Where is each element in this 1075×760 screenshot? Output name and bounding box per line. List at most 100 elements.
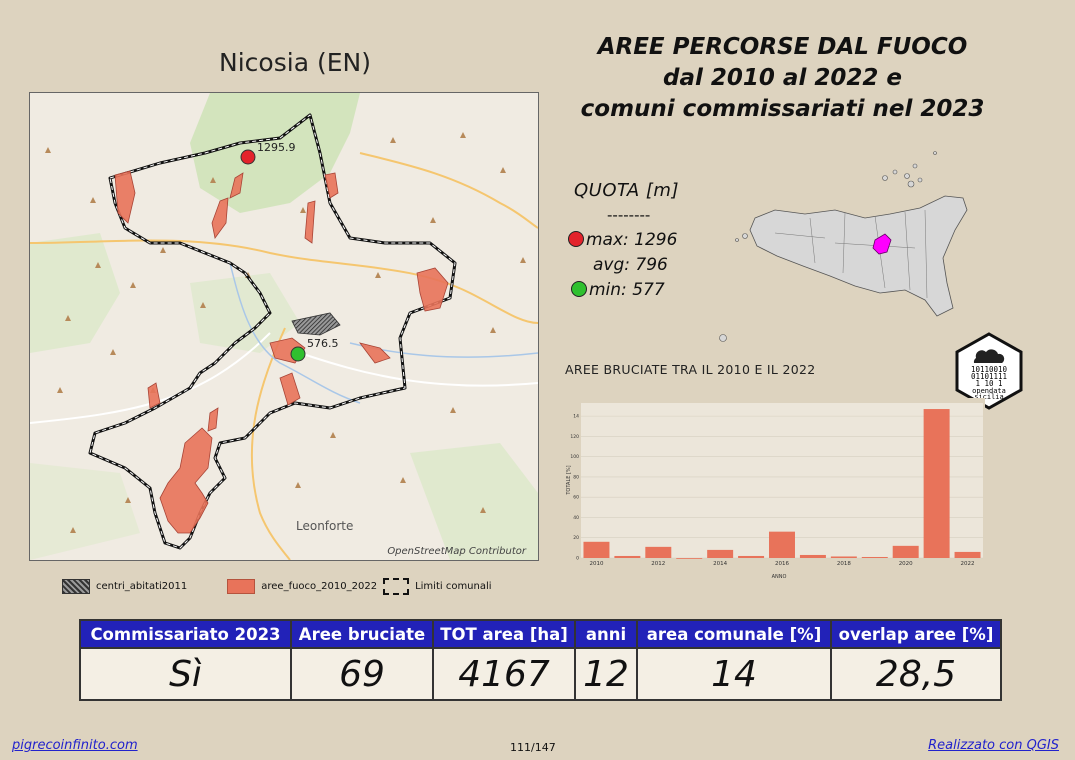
footer-qgis-link[interactable]: Realizzato con QGIS — [928, 738, 1059, 753]
chart-bar-2019 — [861, 556, 888, 558]
header-tot-area: TOT area [ha] — [432, 619, 576, 649]
road — [250, 327, 291, 560]
header-overlap-aree: overlap aree [%] — [830, 619, 1002, 649]
quota-max-row: max: 1296 — [568, 230, 677, 250]
chart-x-label: ANNO — [772, 574, 787, 580]
map-title: Nicosia (EN) — [219, 48, 371, 77]
chart-bar-2014 — [707, 549, 734, 558]
forest-area — [410, 443, 538, 560]
chart-y-tick-label: 80 — [573, 474, 579, 480]
legend-label-centri: centri_abitati2011 — [96, 581, 188, 592]
logo-line-4: opendata — [972, 387, 1006, 395]
chart-x-tick-label: 2012 — [651, 561, 665, 567]
page-number: 111/147 — [510, 741, 556, 754]
chart-bar-2015 — [738, 555, 765, 558]
chart-x-tick-label: 2020 — [899, 561, 913, 567]
fire-areas — [114, 170, 449, 534]
chart-y-tick-label: 0 — [576, 556, 579, 562]
logo-line-1: 10110010 — [971, 365, 1008, 374]
main-title-line-2: dal 2010 al 2022 e — [663, 65, 902, 91]
main-title: AREE PERCORSE DAL FUOCO dal 2010 al 2022… — [560, 32, 1005, 125]
logo-line-2: 01101111 — [971, 372, 1007, 381]
place-label: Leonforte — [296, 519, 353, 533]
chart-y-tick-label: 100 — [570, 454, 579, 460]
quota-title: QUOTA [m] — [574, 180, 679, 201]
chart-x-tick-label: 2010 — [589, 561, 603, 567]
chart-x-tick-label: 2014 — [713, 561, 727, 567]
chart-bar-2012 — [645, 546, 672, 558]
chart-bars — [583, 409, 981, 559]
chart-y-tick-label: 60 — [573, 495, 579, 501]
min-elevation-label: 576.5 — [307, 337, 339, 350]
sicily-island — [749, 195, 968, 317]
value-commissariato: Sì — [79, 647, 292, 701]
header-area-comunale: area comunale [%] — [636, 619, 832, 649]
logo-line-5: sicilia — [974, 393, 1004, 401]
chart-bar-2010 — [583, 541, 610, 558]
quota-min-row: min: 577 — [571, 280, 665, 300]
chart-bar-2020 — [892, 545, 919, 558]
chart-y-ticks: 0 20 40 60 80 100 120 14 — [570, 414, 579, 562]
max-dot-icon — [568, 231, 584, 247]
value-anni: 12 — [574, 647, 638, 701]
chart-y-tick-label: 120 — [570, 434, 579, 440]
footer-site-link[interactable]: pigrecoinfinito.com — [12, 738, 138, 753]
summary-header-row: Commissariato 2023 Aree bruciate TOT are… — [79, 619, 1002, 649]
legend-swatch-centri — [62, 579, 90, 594]
map-canvas: 1295.9 576.5 Leonforte — [30, 93, 538, 560]
header-anni: anni — [574, 619, 638, 649]
chart-bar-2018 — [830, 556, 857, 558]
map-legend: centri_abitati2011 aree_fuoco_2010_2022 … — [62, 578, 492, 595]
aeolian-islands — [719, 151, 937, 342]
chart-bar-2021 — [923, 409, 950, 558]
nicosia-highlight — [872, 233, 892, 255]
logo-line-3: 1 10 1 — [975, 379, 1002, 388]
summary-table: Commissariato 2023 Aree bruciate TOT are… — [79, 619, 1002, 701]
legend-label-limiti: Limiti comunali — [415, 581, 492, 592]
chart-bar-2017 — [799, 554, 826, 558]
road — [30, 332, 271, 424]
chart-y-label: TOTALE [%] — [566, 465, 572, 495]
chart-bar-2013 — [676, 558, 703, 559]
min-dot-icon — [571, 281, 587, 297]
chart-x-tick-label: 2016 — [775, 561, 789, 567]
value-area-comunale: 14 — [636, 647, 832, 701]
value-aree-bruciate: 69 — [290, 647, 434, 701]
chart-y-tick-label: 40 — [573, 515, 579, 521]
chart-title: AREE BRUCIATE TRA IL 2010 E IL 2022 — [565, 362, 816, 377]
header-commissariato: Commissariato 2023 — [79, 619, 292, 649]
chart-x-tick-label: 2022 — [961, 561, 975, 567]
chart-bar-2016 — [769, 531, 795, 558]
header-aree-bruciate: Aree bruciate — [290, 619, 434, 649]
main-title-line-1: AREE PERCORSE DAL FUOCO — [597, 34, 968, 60]
chart-y-tick-label: 14 — [573, 414, 579, 420]
forest-area — [190, 93, 360, 213]
chart-y-tick-label: 20 — [573, 535, 579, 541]
road — [359, 152, 538, 229]
quota-separator: -------- — [607, 206, 651, 224]
chart-bar-2011 — [614, 555, 641, 558]
value-tot-area: 4167 — [432, 647, 576, 701]
main-title-line-3: comuni commissariati nel 2023 — [580, 96, 985, 122]
chart-bar-2022 — [954, 551, 981, 558]
max-elevation-marker[interactable] — [240, 149, 256, 165]
osm-credit: OpenStreetMap Contributor — [387, 546, 526, 557]
opendata-sicilia-logo: 10110010 01101111 1 10 1 opendata sicili… — [955, 332, 1023, 410]
forest-area — [30, 463, 140, 560]
min-elevation-marker[interactable] — [290, 346, 306, 362]
quota-min: min: 577 — [589, 280, 665, 300]
quota-avg: avg: 796 — [593, 255, 668, 275]
river — [229, 262, 361, 404]
value-overlap-aree: 28,5 — [830, 647, 1002, 701]
legend-swatch-fuoco — [227, 579, 256, 594]
urban-centre — [291, 312, 341, 336]
legend-swatch-limiti — [383, 578, 410, 595]
sicily-inset-map — [719, 151, 968, 342]
road — [299, 352, 538, 387]
municipality-map[interactable]: 1295.9 576.5 Leonforte OpenStreetMap Con… — [29, 92, 539, 561]
summary-value-row: Sì 69 4167 12 14 28,5 — [79, 647, 1002, 701]
chart-x-tick-label: 2018 — [837, 561, 851, 567]
quota-max: max: 1296 — [586, 230, 678, 250]
chart-x-ticks: 2010 2012 2014 2016 2018 2020 2022 — [589, 561, 974, 567]
